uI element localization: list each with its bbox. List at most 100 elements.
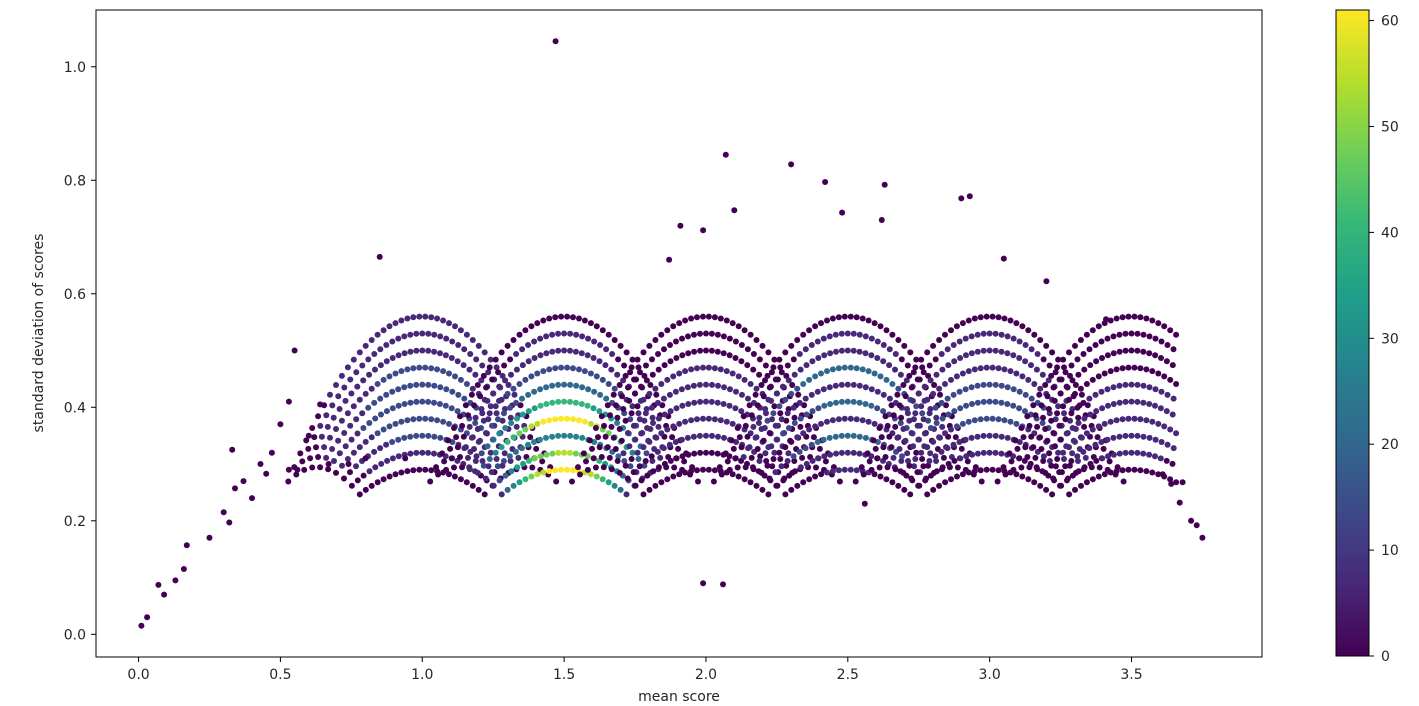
data-point bbox=[1093, 358, 1100, 365]
data-point bbox=[714, 348, 721, 355]
data-point bbox=[965, 317, 972, 324]
data-point bbox=[892, 423, 899, 430]
data-point bbox=[1173, 331, 1180, 338]
data-point bbox=[561, 398, 568, 405]
data-point bbox=[1099, 355, 1105, 361]
data-point bbox=[732, 355, 739, 361]
data-point bbox=[345, 461, 352, 467]
data-point bbox=[670, 323, 677, 330]
data-point bbox=[754, 402, 761, 409]
data-point bbox=[1048, 372, 1055, 379]
data-point bbox=[374, 381, 381, 387]
data-point bbox=[401, 333, 408, 340]
data-point bbox=[329, 402, 336, 409]
data-point bbox=[389, 355, 396, 361]
data-point bbox=[619, 393, 625, 400]
data-point bbox=[1072, 382, 1079, 388]
data-point bbox=[974, 450, 981, 457]
data-point bbox=[822, 458, 829, 465]
data-point bbox=[797, 464, 804, 471]
data-point bbox=[1081, 423, 1088, 430]
data-point bbox=[957, 455, 964, 462]
data-point bbox=[948, 327, 954, 334]
data-point bbox=[906, 417, 913, 424]
data-point bbox=[1163, 408, 1170, 415]
data-point bbox=[913, 449, 920, 456]
data-point bbox=[866, 458, 873, 465]
data-point bbox=[803, 411, 810, 418]
data-point bbox=[877, 323, 884, 330]
data-point bbox=[838, 381, 845, 388]
data-point bbox=[1038, 446, 1045, 452]
data-point bbox=[454, 408, 461, 415]
data-point bbox=[723, 317, 730, 324]
data-point bbox=[938, 399, 945, 406]
data-point bbox=[485, 416, 492, 423]
data-point bbox=[494, 463, 501, 470]
data-point bbox=[642, 410, 649, 417]
data-point bbox=[777, 456, 784, 462]
data-point bbox=[1158, 439, 1165, 445]
data-point bbox=[694, 416, 700, 423]
data-point bbox=[437, 384, 444, 391]
data-point bbox=[431, 433, 438, 440]
data-point bbox=[1080, 399, 1087, 406]
data-point bbox=[1155, 471, 1162, 478]
data-point bbox=[416, 415, 423, 422]
data-point bbox=[880, 408, 887, 415]
data-point bbox=[575, 464, 581, 471]
data-point bbox=[1140, 331, 1147, 338]
data-point bbox=[936, 482, 943, 489]
data-point bbox=[507, 356, 514, 363]
data-point bbox=[416, 313, 423, 320]
data-point bbox=[474, 382, 481, 388]
data-point bbox=[1146, 451, 1153, 458]
data-point bbox=[1007, 317, 1014, 324]
data-point bbox=[783, 417, 790, 424]
data-point bbox=[463, 331, 470, 338]
data-point bbox=[760, 393, 767, 400]
data-point bbox=[753, 337, 760, 343]
data-point bbox=[844, 449, 851, 456]
data-point bbox=[638, 383, 644, 390]
data-point bbox=[962, 436, 969, 443]
data-point bbox=[884, 464, 891, 471]
data-point bbox=[643, 377, 650, 384]
data-point bbox=[658, 381, 665, 387]
data-point bbox=[1001, 366, 1008, 373]
data-point bbox=[927, 377, 934, 384]
data-point bbox=[744, 433, 751, 440]
data-point bbox=[598, 413, 605, 420]
data-point bbox=[1055, 449, 1062, 456]
data-point bbox=[360, 425, 367, 431]
data-point bbox=[1107, 469, 1114, 476]
data-point bbox=[880, 391, 887, 398]
data-point bbox=[1134, 449, 1141, 456]
data-point bbox=[1030, 444, 1037, 451]
data-point bbox=[711, 467, 718, 474]
data-point bbox=[740, 413, 747, 420]
data-point bbox=[1089, 327, 1096, 334]
data-point bbox=[1020, 434, 1027, 441]
data-point bbox=[720, 333, 727, 340]
data-point bbox=[587, 420, 594, 427]
data-point bbox=[714, 450, 721, 457]
data-point bbox=[808, 441, 815, 448]
data-point bbox=[546, 468, 553, 475]
data-point bbox=[841, 313, 848, 320]
data-point bbox=[796, 448, 803, 455]
data-point bbox=[395, 453, 402, 460]
data-point bbox=[679, 453, 686, 460]
data-point bbox=[462, 444, 469, 451]
data-point bbox=[711, 416, 718, 423]
data-point bbox=[708, 398, 715, 405]
data-point bbox=[838, 449, 845, 456]
data-point bbox=[1062, 369, 1069, 376]
data-point bbox=[1101, 420, 1108, 427]
data-point bbox=[383, 441, 390, 448]
data-point bbox=[513, 399, 519, 406]
data-point bbox=[1036, 434, 1043, 441]
data-point bbox=[1001, 417, 1008, 424]
data-point bbox=[936, 434, 943, 441]
data-point bbox=[806, 476, 813, 483]
